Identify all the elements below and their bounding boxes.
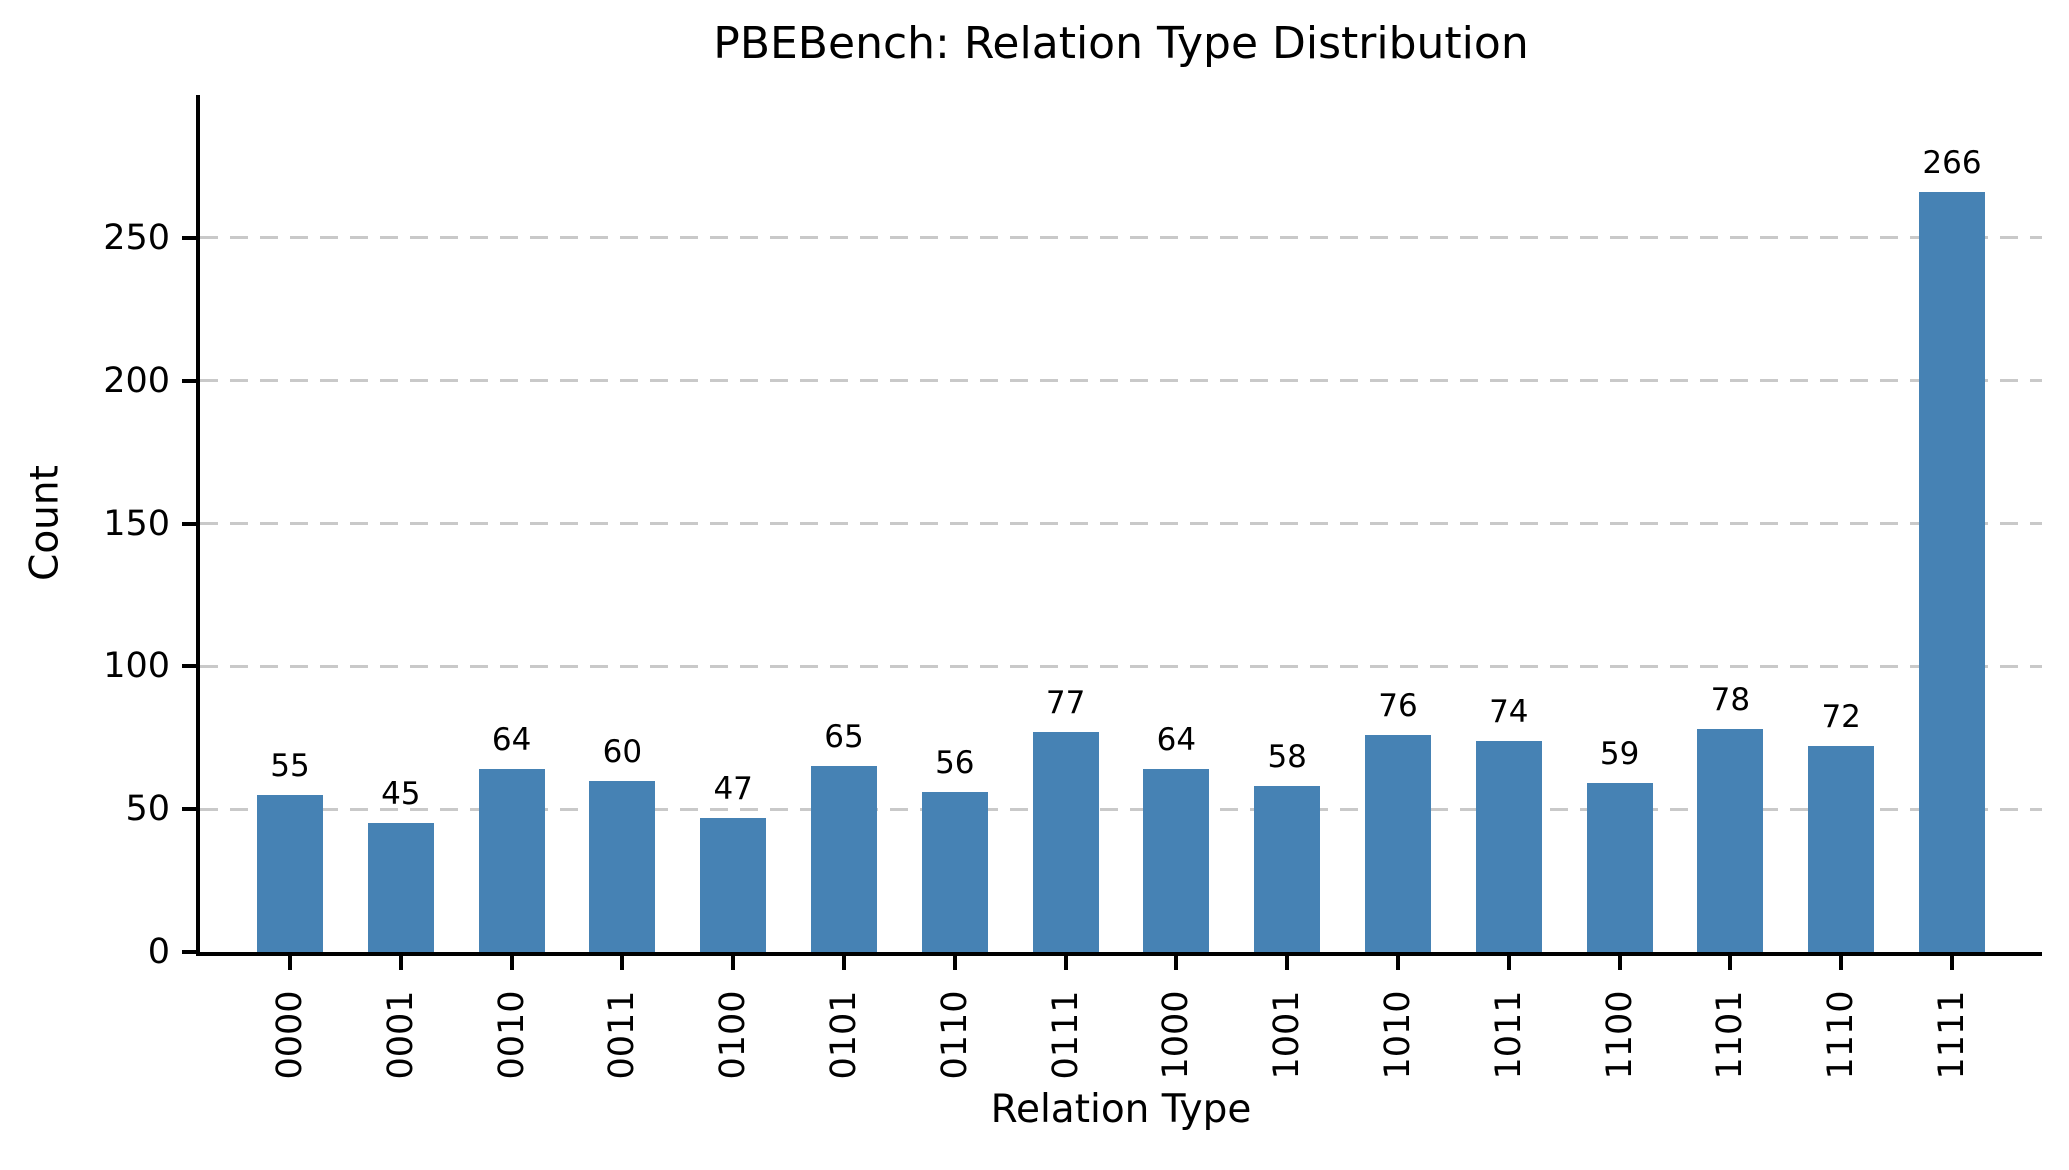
x-tick-mark-1010 [1396,956,1400,970]
bar-1000 [1143,769,1210,952]
bar-0010 [478,769,545,952]
x-tick-label-0011: 0011 [602,990,643,1080]
x-tick-mark-0001 [398,956,403,970]
x-tick-label-0110: 0110 [934,990,975,1080]
chart-title: PBEBench: Relation Type Distribution [713,18,1529,69]
bar-value-label-0100: 47 [713,770,753,807]
gridline-y-150 [200,522,2042,525]
bar-value-label-1101: 78 [1710,682,1751,719]
bar-1110 [1808,746,1875,952]
bar-0000 [257,794,323,952]
x-tick-mark-1011 [1506,956,1511,970]
bar-value-label-1011: 74 [1489,693,1529,730]
y-tick-label-200: 200 [103,360,170,401]
x-tick-label-1010: 1010 [1378,990,1418,1080]
bar-value-label-0110: 56 [935,745,975,782]
x-tick-label-0101: 0101 [824,990,864,1080]
plot-area: 55 45 64 60 47 65 56 77 64 58 76 74 59 78 72 266 0 50 100… [103,95,2042,1080]
x-tick-label-1100: 1100 [1599,990,1640,1080]
bar-1001 [1254,786,1321,952]
x-axis-spine [196,952,2042,956]
y-tick-mark-200 [182,378,196,383]
y-tick-mark-150 [182,521,196,526]
bar-value-label-1110: 72 [1821,699,1861,736]
x-tick-mark-1101 [1728,956,1733,970]
bar-value-label-1010: 76 [1378,687,1418,724]
x-tick-label-0010: 0010 [491,990,532,1080]
x-tick-mark-0011 [620,956,625,970]
x-tick-mark-0100 [731,956,736,970]
y-tick-mark-250 [182,235,196,240]
bar-value-label-1000: 64 [1156,722,1197,759]
bar-0011 [589,780,656,952]
x-tick-mark-0110 [952,956,957,970]
y-tick-label-100: 100 [103,646,170,687]
x-tick-mark-1100 [1617,956,1622,970]
x-tick-mark-0101 [842,956,846,970]
bar-value-label-1100: 59 [1599,736,1640,773]
y-tick-mark-0 [182,950,196,954]
y-tick-label-50: 50 [125,789,170,830]
x-tick-label-1101: 1101 [1710,990,1751,1080]
bar-value-label-0011: 60 [602,733,643,770]
bar-value-label-0101: 65 [824,719,864,756]
y-tick-label-250: 250 [103,217,170,258]
x-tick-mark-0111 [1063,956,1068,970]
x-axis-label: Relation Type [990,1087,1252,1132]
bar-value-label-0010: 64 [491,722,532,759]
x-tick-label-0111: 0111 [1045,990,1086,1080]
bar-1100 [1586,783,1653,952]
bar-0001 [367,823,434,952]
x-tick-label-0000: 0000 [270,990,310,1080]
bar-value-label-1111: 266 [1922,145,1982,182]
x-tick-mark-0010 [509,956,514,970]
bar-1011 [1475,740,1542,952]
bar-0110 [921,792,988,952]
y-tick-mark-50 [182,807,196,812]
y-axis-label: Count [22,465,68,581]
x-tick-label-0001: 0001 [380,990,421,1080]
bar-value-label-0000: 55 [270,747,310,784]
x-tick-label-1001: 1001 [1267,990,1308,1080]
bar-0100 [700,817,767,952]
gridline-y-250 [200,236,2042,240]
bar-0111 [1032,732,1099,952]
x-tick-mark-1111 [1950,956,1954,970]
bar-1010 [1365,734,1431,952]
bar-value-label-0001: 45 [381,776,421,813]
x-tick-label-1111: 1111 [1932,990,1972,1080]
x-tick-label-1011: 1011 [1488,990,1529,1080]
bar-value-label-1001: 58 [1267,739,1307,776]
x-tick-label-1000: 1000 [1156,990,1197,1080]
gridline-y-50 [200,807,2042,811]
y-tick-label-150: 150 [103,503,170,544]
gridline-y-100 [200,664,2042,668]
x-tick-label-0100: 0100 [713,990,754,1080]
x-tick-mark-0000 [288,956,292,970]
x-tick-mark-1110 [1839,956,1844,970]
x-tick-mark-1000 [1174,956,1179,970]
bar-1101 [1697,729,1764,952]
y-tick-label-0: 0 [147,932,170,972]
gridline-y-200 [200,379,2042,383]
x-tick-mark-1001 [1285,956,1290,970]
bar-1111 [1919,192,1985,952]
bar-value-label-0111: 77 [1045,685,1086,722]
x-tick-label-1110: 1110 [1821,990,1862,1080]
y-tick-mark-100 [182,664,196,669]
bar-0101 [811,766,877,952]
y-axis-spine [196,95,200,956]
